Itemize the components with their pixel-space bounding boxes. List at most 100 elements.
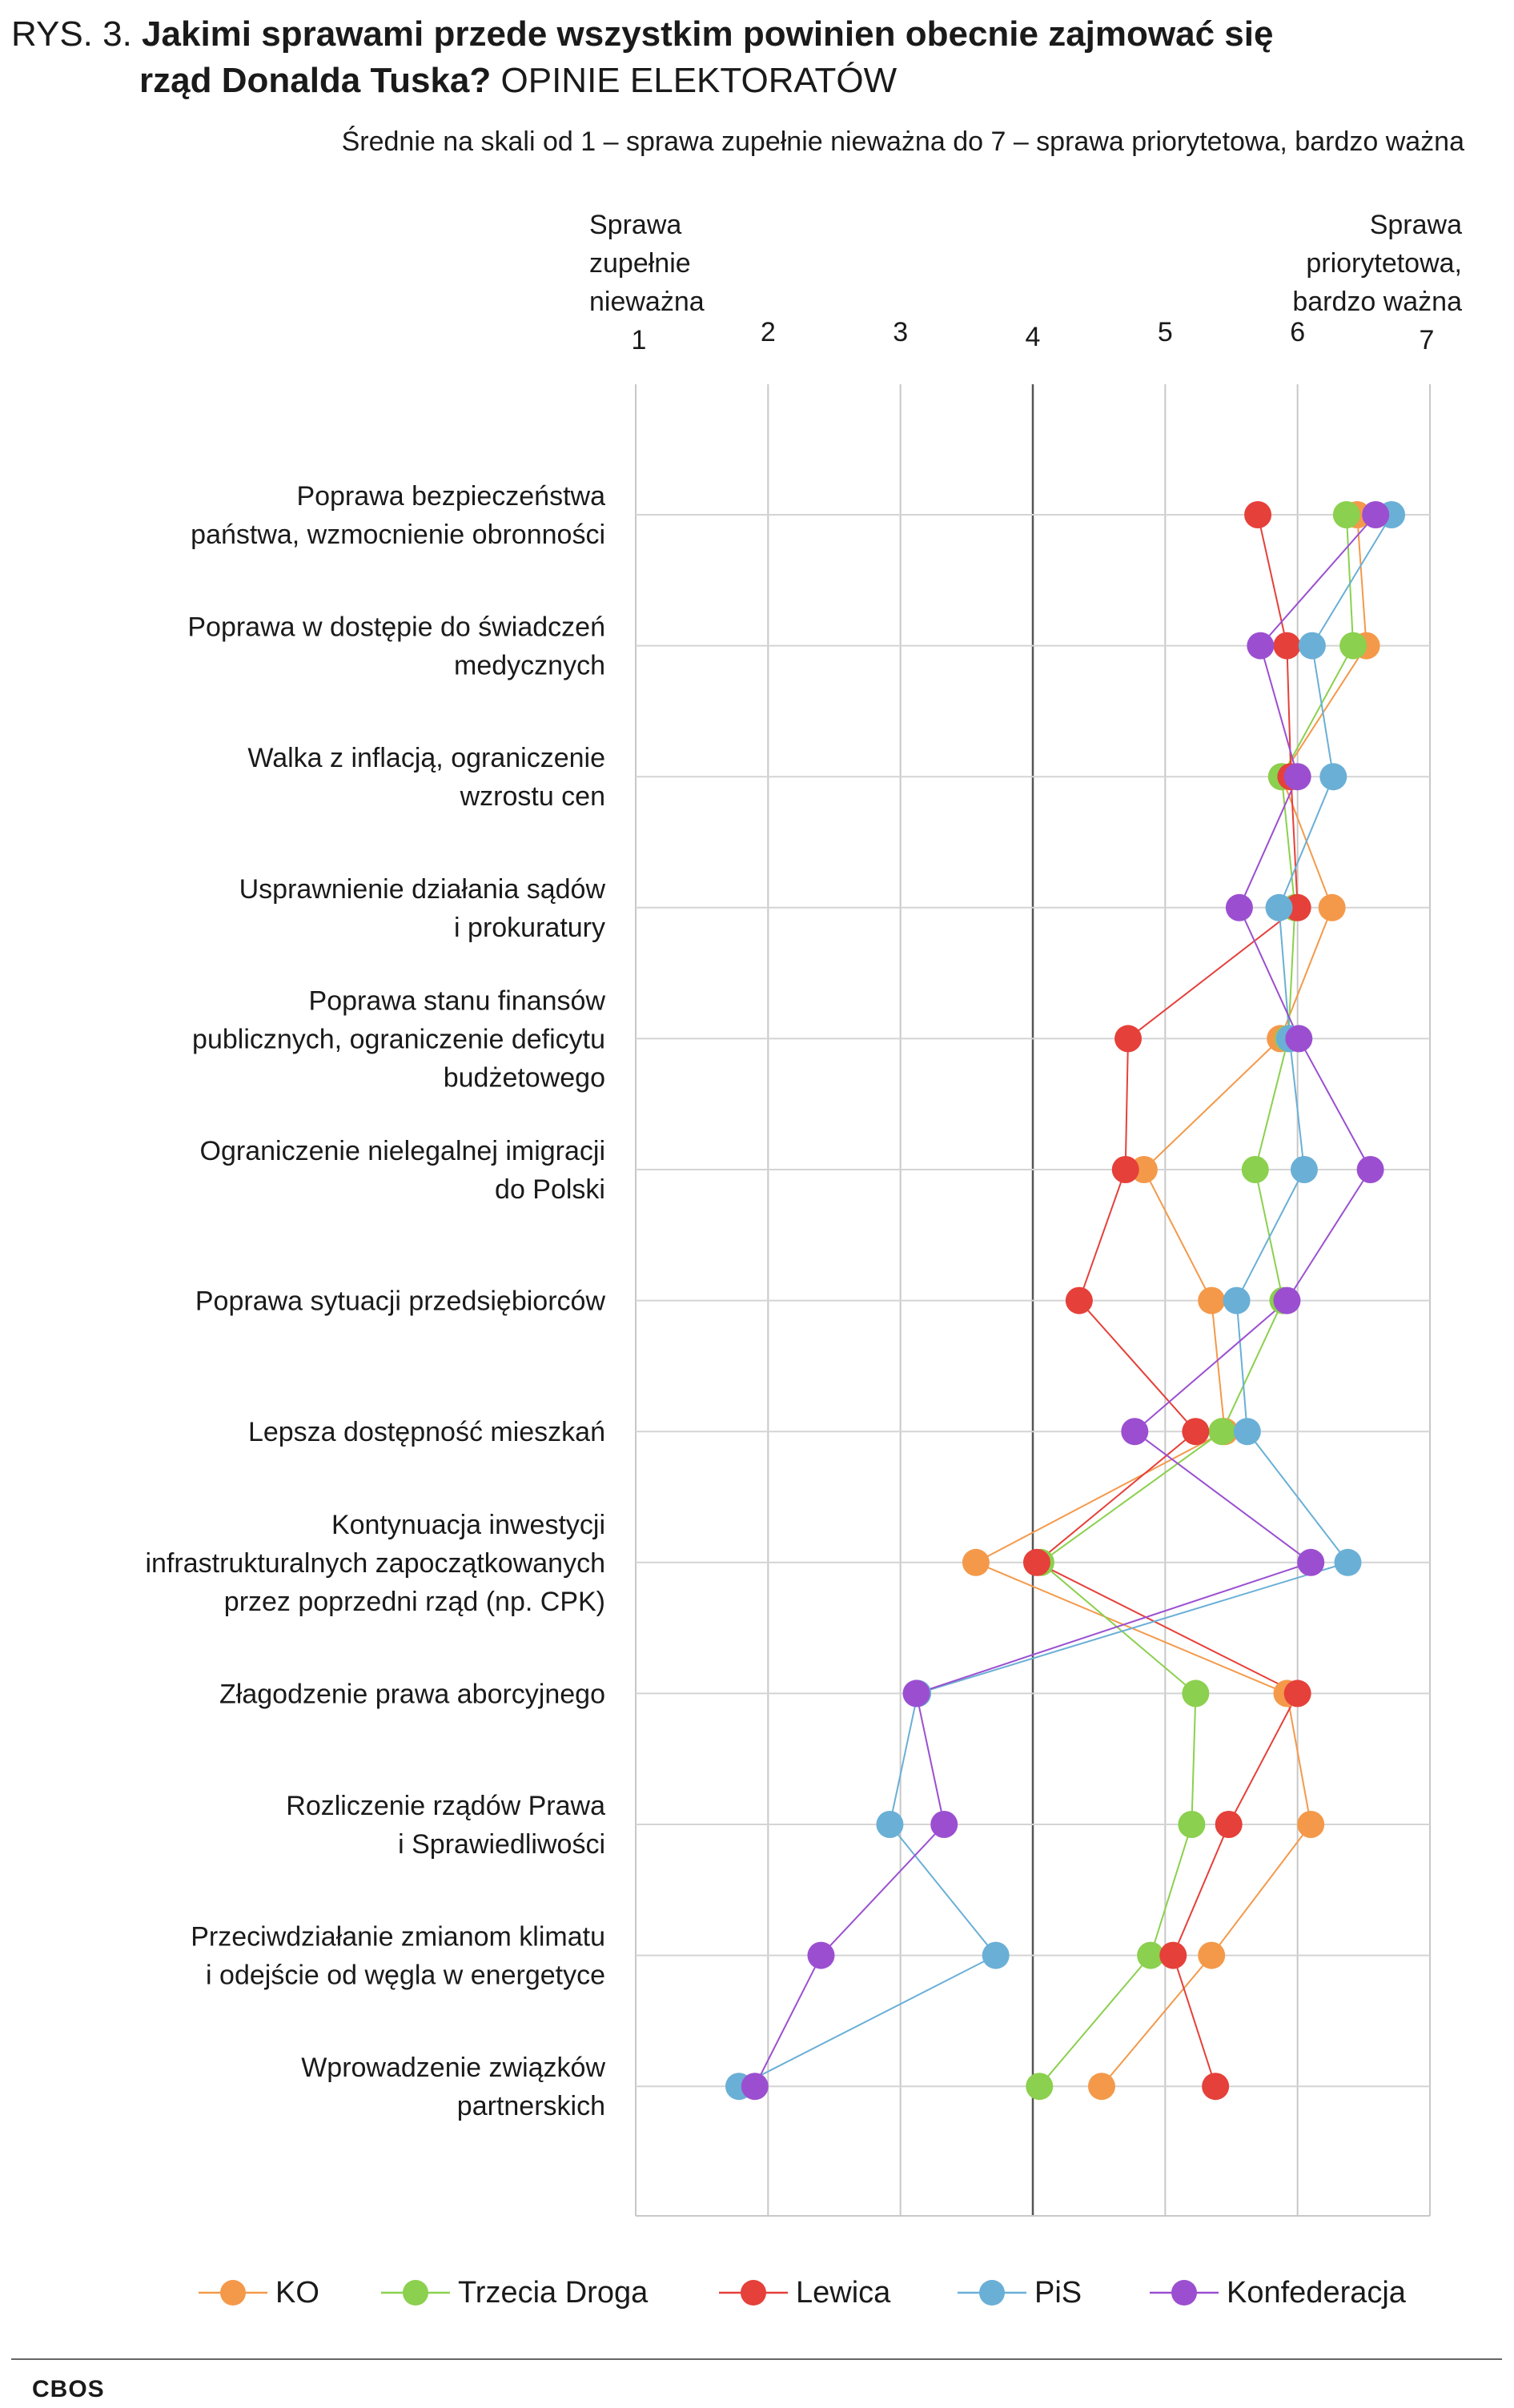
data-point-trzecia-droga: [1178, 1811, 1206, 1838]
data-point-trzecia-droga: [1026, 2073, 1054, 2101]
legend-label: Konfederacja: [1227, 2276, 1407, 2310]
data-point-konfederacja: [1121, 1418, 1149, 1446]
category-label: Przeciwdziałanie zmianom klimatu: [191, 1922, 605, 1952]
data-point-ko: [1318, 893, 1346, 921]
category-label: infrastrukturalnych zapoczątkowanych: [146, 1548, 606, 1579]
data-point-ko: [1198, 1286, 1226, 1314]
category-labels-layer: Poprawa bezpieczeństwa państwa, wzmocnien…: [146, 481, 606, 2121]
data-point-konfederacja: [902, 1680, 930, 1708]
data-point-pis: [1265, 893, 1293, 921]
x-tick-label: 2: [761, 317, 776, 347]
data-point-trzecia-droga: [1241, 1156, 1269, 1183]
data-point-konfederacja: [741, 2073, 769, 2101]
category-label: i odejście od węgla w energetyce: [206, 1961, 605, 1991]
x-high-anchor-label: priorytetowa,: [1306, 248, 1462, 279]
data-point-lewica: [1215, 1811, 1243, 1838]
category-label: wzrostu cen: [460, 781, 605, 812]
category-label: Złagodzenie prawa aborcyjnego: [219, 1679, 605, 1709]
legend-label: Trzecia Droga: [458, 2276, 649, 2310]
data-point-trzecia-droga: [1208, 1418, 1236, 1446]
category-label: i prokuratury: [454, 913, 605, 943]
title-bold-line-2: rząd Donalda Tuska?: [139, 61, 492, 100]
data-point-pis: [1223, 1286, 1251, 1314]
category-label: Lepsza dostępność mieszkań: [248, 1417, 605, 1447]
title-rest: OPINIE ELEKTORATÓW: [491, 61, 898, 100]
category-label: Walka z inflacją, ograniczenie: [247, 743, 605, 773]
category-label: budżetowego: [444, 1062, 605, 1093]
chart-subtitle: Średnie na skali od 1 – sprawa zupełnie …: [341, 126, 1464, 157]
data-point-lewica: [1273, 632, 1301, 660]
x-low-anchor-label: nieważna: [589, 287, 705, 317]
data-point-konfederacja: [1247, 632, 1275, 660]
legend-marker: [403, 2280, 428, 2306]
category-label: Usprawnienie działania sądów: [239, 874, 606, 905]
title-bold-line-1: Jakimi sprawami przede wszystkim powinie…: [142, 14, 1274, 54]
series-points-layer: [725, 501, 1406, 2101]
data-point-pis: [1319, 763, 1347, 791]
axis-labels-layer: 1 2 3 4 5 6 7 Sprawa zupełnie nieważna Sprawa prior…: [589, 210, 1462, 355]
x-tick-label: 1: [632, 325, 647, 355]
category-label: Ograniczenie nielegalnej imigracji: [200, 1136, 605, 1166]
data-point-lewica: [1111, 1156, 1139, 1183]
legend-marker: [741, 2280, 766, 2306]
legend-marker: [979, 2280, 1005, 2306]
legend-label: PiS: [1034, 2276, 1082, 2310]
category-label: Wprowadzenie związków: [301, 2053, 605, 2083]
data-point-trzecia-droga: [1182, 1680, 1210, 1708]
data-point-konfederacja: [1297, 1548, 1325, 1576]
data-point-konfederacja: [1285, 1025, 1313, 1053]
data-point-konfederacja: [1225, 893, 1253, 921]
data-point-trzecia-droga: [1339, 632, 1367, 660]
data-point-konfederacja: [807, 1941, 835, 1969]
category-label: Poprawa stanu finansów: [309, 985, 606, 1016]
legend-marker: [1171, 2280, 1197, 2306]
data-point-konfederacja: [1283, 763, 1311, 791]
data-point-konfederacja: [1273, 1286, 1301, 1314]
x-high-anchor-label: Sprawa: [1370, 210, 1462, 240]
category-label: medycznych: [454, 651, 605, 681]
data-point-pis: [982, 1941, 1010, 1969]
category-label: państwa, wzmocnienie obronności: [191, 520, 605, 550]
x-tick-label: 6: [1290, 317, 1305, 347]
x-low-anchor-label: Sprawa: [589, 210, 681, 240]
category-label: Poprawa bezpieczeństwa: [296, 481, 605, 512]
category-label: publicznych, ograniczenie deficytu: [192, 1024, 605, 1054]
data-point-lewica: [1283, 1680, 1311, 1708]
footer-divider: [11, 2358, 1502, 2360]
data-point-ko: [1198, 1941, 1226, 1969]
data-point-lewica: [1182, 1418, 1210, 1446]
data-point-ko: [962, 1548, 990, 1576]
data-point-konfederacja: [1362, 501, 1390, 528]
category-label: przez poprzedni rząd (np. CPK): [224, 1587, 605, 1617]
data-point-lewica: [1114, 1025, 1143, 1053]
data-point-konfederacja: [1356, 1156, 1384, 1183]
data-point-ko: [1297, 1811, 1325, 1838]
data-point-lewica: [1202, 2073, 1230, 2101]
x-tick-label: 7: [1420, 325, 1435, 355]
data-point-lewica: [1244, 501, 1272, 528]
legend-label: KO: [275, 2276, 319, 2310]
data-point-ko: [1087, 2073, 1115, 2101]
data-point-lewica: [1065, 1286, 1093, 1314]
legend-label: Lewica: [796, 2276, 891, 2310]
x-low-anchor-label: zupełnie: [589, 248, 691, 279]
data-point-lewica: [1159, 1941, 1187, 1969]
category-label: Kontynuacja inwestycji: [331, 1510, 605, 1540]
data-point-pis: [876, 1811, 904, 1838]
data-point-trzecia-droga: [1332, 501, 1360, 528]
data-point-pis: [1233, 1418, 1261, 1446]
category-label: partnerskich: [457, 2091, 605, 2121]
category-label: Rozliczenie rządów Prawa: [286, 1791, 605, 1821]
x-tick-label: 4: [1026, 322, 1041, 352]
x-high-anchor-label: bardzo ważna: [1292, 287, 1462, 317]
category-label: do Polski: [495, 1174, 605, 1205]
chart-title-line-2: rząd Donalda Tuska? OPINIE ELEKTORATÓW: [139, 58, 897, 104]
chart-title: RYS. 3. Jakimi sprawami przede wszystkim…: [11, 11, 1273, 58]
data-point-konfederacja: [930, 1811, 958, 1838]
category-label: Poprawa sytuacji przedsiębiorców: [195, 1286, 606, 1317]
legend: KO Trzecia Droga Lewica PiS Konfederacja: [199, 2276, 1407, 2310]
category-label: i Sprawiedliwości: [398, 1829, 605, 1860]
data-point-pis: [1298, 632, 1326, 660]
data-point-pis: [1290, 1156, 1318, 1183]
